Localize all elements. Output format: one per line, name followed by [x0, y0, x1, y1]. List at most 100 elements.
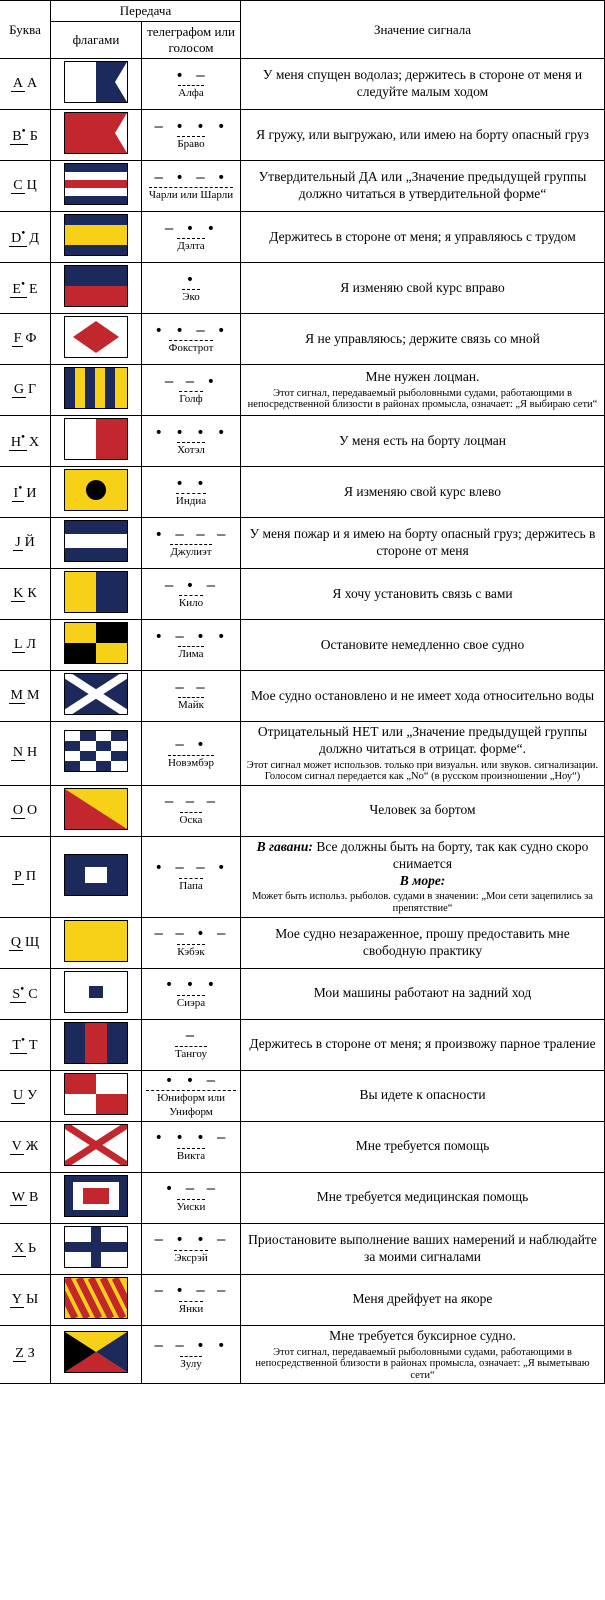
table-row: JЙ• — — —ДжулиэтУ меня пожар и я имею на… — [0, 518, 605, 569]
signal-flag-icon — [64, 214, 128, 256]
signal-flag-icon — [64, 622, 128, 664]
flag-cell — [51, 569, 142, 620]
meaning-cell: Мне требуется медицинская помощь — [241, 1172, 605, 1223]
morse-cell: — •Новэмбэр — [142, 722, 241, 786]
meaning-note: Этот сигнал, передаваемый рыболовными су… — [245, 1347, 600, 1382]
letter-cell: T•Т — [0, 1019, 51, 1070]
meaning-cell: Держитесь в стороне от меня; я управляюс… — [241, 212, 605, 263]
phonetic-label: Зулу — [180, 1356, 202, 1371]
signal-flag-icon — [64, 1073, 128, 1115]
letter-cell: KК — [0, 569, 51, 620]
signal-flag-icon — [64, 163, 128, 205]
letter-cell: MМ — [0, 671, 51, 722]
meaning-note: Этот сигнал может использов. только при … — [245, 760, 600, 783]
col-meaning: Значение сигнала — [241, 1, 605, 59]
morse-cell: — — • •Зулу — [142, 1325, 241, 1384]
signal-flag-icon — [64, 1124, 128, 1166]
letter-cell: NН — [0, 722, 51, 786]
letter-cell: YЫ — [0, 1274, 51, 1325]
table-row: KК— • —КилоЯ хочу установить связь с вам… — [0, 569, 605, 620]
col-flags: флагами — [51, 22, 142, 59]
flag-cell — [51, 917, 142, 968]
signal-flag-icon — [64, 788, 128, 830]
letter-cell: B•Б — [0, 110, 51, 161]
meaning-cell: Отрицательный НЕТ или „Значение предыдущ… — [241, 722, 605, 786]
letter-cell: ZЗ — [0, 1325, 51, 1384]
col-letter: Буква — [0, 1, 51, 59]
morse-code: • — — — [146, 1181, 236, 1198]
morse-cell: • — — •Папа — [142, 836, 241, 917]
table-row: UУ• • —Юниформ или УниформВы идете к опа… — [0, 1070, 605, 1121]
morse-code: • • — — [146, 1073, 236, 1090]
letter-cell: CЦ — [0, 161, 51, 212]
phonetic-label: Викта — [177, 1148, 205, 1163]
morse-cell: • •Индиа — [142, 467, 241, 518]
morse-code: — • — • — [146, 170, 236, 187]
morse-cell: — —Майк — [142, 671, 241, 722]
letter-cell: WВ — [0, 1172, 51, 1223]
phonetic-label: Браво — [177, 136, 204, 151]
meaning-cell: Я хочу установить связь с вами — [241, 569, 605, 620]
morse-cell: • — • •Лима — [142, 620, 241, 671]
morse-cell: • • •Сиэра — [142, 968, 241, 1019]
flag-cell — [51, 1172, 142, 1223]
morse-cell: •Эко — [142, 263, 241, 314]
morse-code: — • — — [146, 578, 236, 595]
signal-flag-icon — [64, 112, 128, 154]
table-row: E•Е •ЭкоЯ изменяю свой курс вправо — [0, 263, 605, 314]
flag-cell — [51, 1223, 142, 1274]
letter-cell: QЩ — [0, 917, 51, 968]
morse-cell: • • • —Викта — [142, 1121, 241, 1172]
flag-cell — [51, 968, 142, 1019]
signal-flag-icon — [64, 61, 128, 103]
phonetic-label: Юниформ или Униформ — [146, 1090, 236, 1118]
phonetic-label: Алфа — [178, 85, 203, 100]
morse-code: — • — [146, 737, 236, 754]
table-row: LЛ• — • •ЛимаОстановите немедленно свое … — [0, 620, 605, 671]
table-row: MМ— —МайкМое судно остановлено и не имее… — [0, 671, 605, 722]
morse-cell: — • •Дэлта — [142, 212, 241, 263]
flag-cell — [51, 785, 142, 836]
meaning-cell: Меня дрейфует на якоре — [241, 1274, 605, 1325]
flag-cell — [51, 416, 142, 467]
meaning-cell: Я изменяю свой курс вправо — [241, 263, 605, 314]
signal-flag-icon — [64, 316, 128, 358]
meaning-cell: Я гружу, или выгружаю, или имею на борту… — [241, 110, 605, 161]
signal-flag-icon — [64, 367, 128, 409]
signal-flag-icon — [64, 1022, 128, 1064]
table-row: NН — •НовэмбэрОтрицательный НЕТ или „Знач… — [0, 722, 605, 786]
meaning-cell: Мне нужен лоцман.Этот сигнал, передаваем… — [241, 365, 605, 416]
letter-cell: S•С — [0, 968, 51, 1019]
morse-cell: • • — •Фокстрот — [142, 314, 241, 365]
signal-flag-icon — [64, 520, 128, 562]
morse-code: • — — • — [146, 860, 236, 877]
phonetic-label: Янки — [179, 1301, 203, 1316]
flag-cell — [51, 110, 142, 161]
morse-code: — — • • — [146, 1338, 236, 1355]
morse-code: • • — [146, 476, 236, 493]
meaning-cell: Мои машины работают на задний ход — [241, 968, 605, 1019]
morse-code: • — — — — [146, 527, 236, 544]
signal-flag-icon — [64, 1226, 128, 1268]
signal-flag-icon — [64, 1175, 128, 1217]
table-row: B•Б — • • •БравоЯ гружу, или выгружаю, ил… — [0, 110, 605, 161]
col-transmission: Передача — [51, 1, 241, 22]
meaning-cell: Мне требуется буксирное судно.Этот сигна… — [241, 1325, 605, 1384]
phonetic-label: Кэбэк — [177, 944, 205, 959]
meaning-note: Может быть использ. рыболов. судами в зн… — [245, 891, 600, 914]
morse-code: — — • — [146, 374, 236, 391]
table-row: XЬ— • • —ЭксрэйПриостановите выполнение … — [0, 1223, 605, 1274]
signal-flag-icon — [64, 673, 128, 715]
letter-cell: AА — [0, 59, 51, 110]
morse-cell: — • • •Браво — [142, 110, 241, 161]
letter-cell: E•Е — [0, 263, 51, 314]
morse-cell: — — • —Кэбэк — [142, 917, 241, 968]
phonetic-label: Голф — [179, 391, 202, 406]
morse-cell: — • — —Янки — [142, 1274, 241, 1325]
letter-cell: I•И — [0, 467, 51, 518]
table-row: I•И• •ИндиаЯ изменяю свой курс влево — [0, 467, 605, 518]
table-row: AА• —АлфаУ меня спущен водолаз; держитес… — [0, 59, 605, 110]
morse-code: — • — — — [146, 1283, 236, 1300]
phonetic-label: Тангоу — [175, 1046, 207, 1061]
morse-cell: • —Алфа — [142, 59, 241, 110]
